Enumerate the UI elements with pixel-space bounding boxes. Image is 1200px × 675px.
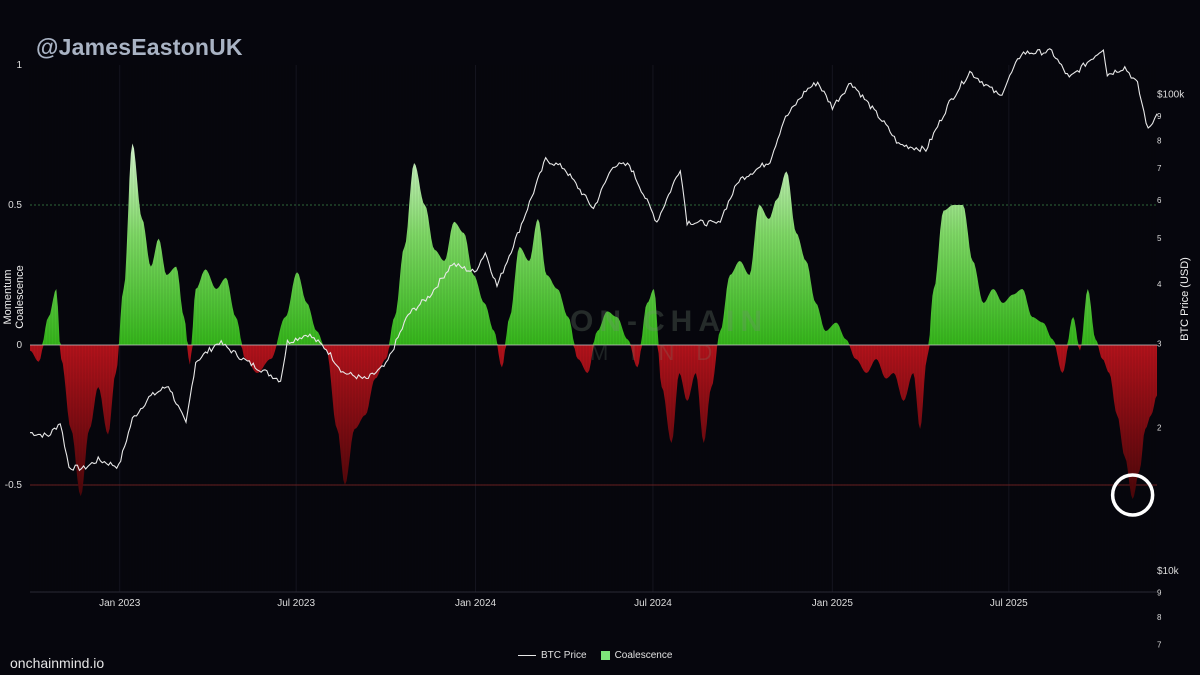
y2-tick-label: 5 [1157, 234, 1162, 243]
y2-tick-label: 2 [1157, 423, 1162, 432]
axes: 1 0.5 0 -0.5 $100k 9 8 7 6 5 4 3 2 $10k 9 8 7 Jan 2023 Jul… [5, 60, 1185, 650]
legend-price-label[interactable]: BTC Price [541, 650, 587, 661]
y2-tick-label: 7 [1157, 164, 1162, 173]
x-tick-label: Jul 2023 [277, 598, 315, 609]
highlight-circle [1110, 473, 1155, 517]
coalescence-positive-area [30, 143, 1157, 345]
y2-tick-label: 6 [1157, 196, 1162, 205]
y2-tick-label: $10k [1157, 566, 1180, 577]
legend[interactable]: BTC Price Coalescence [518, 650, 672, 661]
logo-watermark: ON-CHAIN [570, 305, 768, 338]
y2-tick-label: 9 [1157, 112, 1162, 121]
y2-tick-label: 8 [1157, 613, 1162, 622]
y-tick-label: 0 [16, 340, 22, 351]
legend-price-swatch [518, 655, 536, 656]
x-tick-label: Jan 2024 [455, 598, 497, 609]
logo-watermark-sub: MIND [590, 340, 735, 365]
y2-tick-label: $100k [1157, 89, 1185, 100]
y2-tick-label: 4 [1157, 280, 1162, 289]
x-tick-label: Jul 2025 [990, 598, 1028, 609]
y2-tick-label: 9 [1157, 589, 1162, 598]
legend-coalescence-swatch [600, 651, 610, 660]
x-tick-label: Jan 2023 [99, 598, 141, 609]
btc-price-path [29, 48, 1158, 472]
y2-tick-label: 8 [1157, 136, 1162, 145]
x-tick-label: Jan 2025 [812, 598, 854, 609]
author-handle: @JamesEastonUK [36, 34, 243, 60]
y-tick-label: 1 [16, 60, 22, 71]
x-tick-label: Jul 2024 [634, 598, 672, 609]
y-tick-label: -0.5 [5, 480, 23, 491]
site-label: onchainmind.io [10, 655, 105, 671]
y2-tick-label: 3 [1157, 339, 1162, 348]
legend-coalescence-label[interactable]: Coalescence [614, 650, 673, 661]
btc-price-line [29, 48, 1158, 472]
y2-axis-label: BTC Price (USD) [1179, 257, 1191, 341]
y-axis-label: Momentum Coalescence [2, 265, 26, 329]
y-tick-label: 0.5 [8, 200, 22, 211]
annotation [1110, 473, 1155, 517]
y2-tick-label: 7 [1157, 641, 1162, 650]
coalescence-area [29, 65, 1157, 592]
